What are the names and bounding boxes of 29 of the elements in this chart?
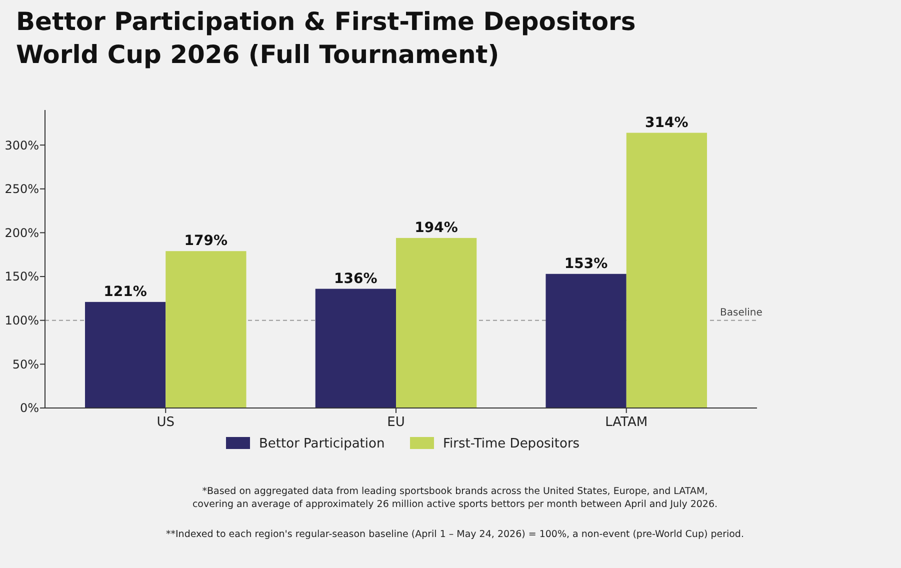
- x-tick-label: LATAM: [605, 415, 648, 430]
- y-tick-label: 50%: [12, 357, 39, 372]
- text: 194%: [414, 220, 458, 236]
- x-tick-label: US: [156, 415, 175, 430]
- bar: [626, 132, 707, 408]
- x-tick-label: EU: [387, 415, 405, 430]
- bar: [546, 274, 626, 408]
- y-tick-label: 250%: [4, 182, 39, 196]
- text: 136%: [334, 270, 378, 287]
- y-tick-label: 100%: [4, 314, 39, 328]
- text: 121%: [104, 284, 147, 300]
- text: 153%: [564, 256, 608, 272]
- chart-subtitle: World Cup 2026 (Full Tournament): [16, 40, 500, 69]
- y-tick-label: 0%: [20, 401, 39, 416]
- y-tick-label: 200%: [4, 226, 39, 240]
- bar: [315, 288, 396, 408]
- legend-label: Bettor Participation: [259, 436, 385, 452]
- text: 179%: [184, 233, 228, 250]
- ref-line-label: Baseline: [720, 307, 762, 318]
- y-tick-label: 300%: [4, 138, 39, 152]
- bar: [396, 238, 477, 408]
- text: *Based on aggregated data from leading sportsbook brands across the United States, Europe, and LATAM, covering an average of approximately 26 million active sports bettors per month between April and July 2026.: [192, 486, 718, 510]
- text: **Indexed to each region's regular-season baseline (April 1 – May 24, 2026) = 100%, a non-event (pre-World Cup) period.: [166, 529, 744, 540]
- text: 314%: [645, 114, 688, 131]
- bar: [166, 251, 246, 408]
- legend-label: First-Time Depositors: [443, 436, 580, 452]
- y-tick-label: 150%: [4, 270, 39, 284]
- bar: [85, 302, 166, 408]
- chart-title: Bettor Participation & First-Time Depositors: [16, 7, 636, 36]
